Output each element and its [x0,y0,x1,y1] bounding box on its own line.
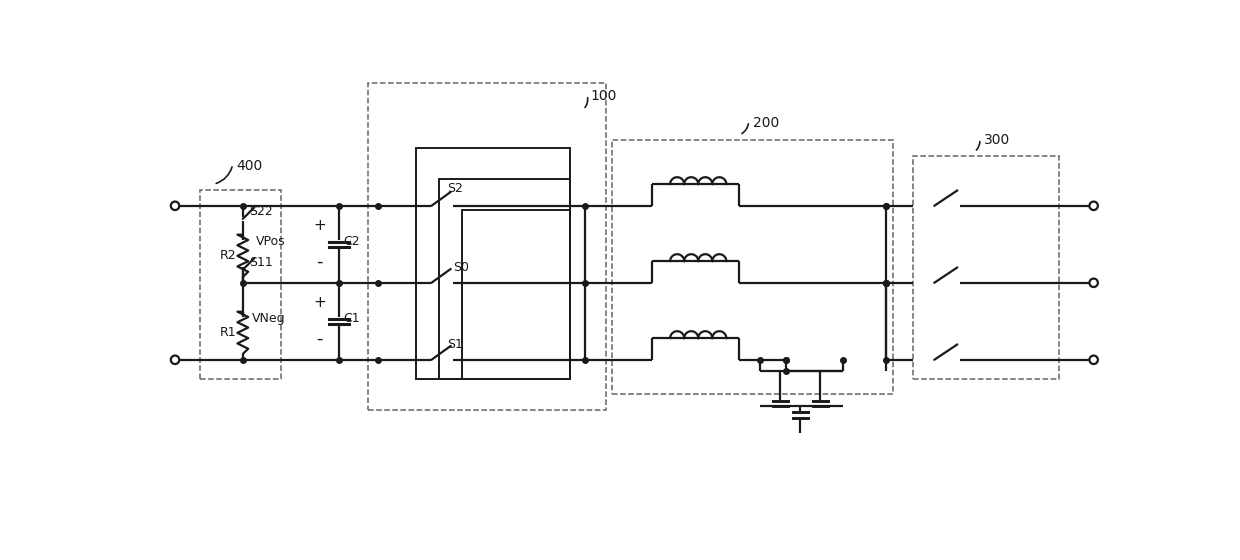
Text: S11: S11 [249,256,273,269]
Bar [439,179,570,379]
Bar [913,156,1059,379]
Text: 300: 300 [983,133,1009,147]
Text: 200: 200 [753,116,779,130]
Bar [367,82,606,410]
Bar [417,148,570,379]
Text: S2: S2 [446,183,463,195]
Text: S22: S22 [249,206,273,218]
Text: C1: C1 [343,312,361,325]
Text: 400: 400 [237,158,263,172]
Text: -: - [316,252,324,270]
Text: 100: 100 [590,90,618,104]
Bar [201,190,281,379]
Text: R1: R1 [219,326,237,339]
Bar [463,209,570,379]
Text: -: - [316,329,324,347]
Text: S0: S0 [453,261,469,274]
Text: S1: S1 [446,338,463,351]
Text: +: + [314,217,326,232]
Text: VNeg: VNeg [252,312,285,325]
Text: VPos: VPos [255,235,285,248]
Text: R2: R2 [219,249,237,262]
Text: C2: C2 [343,235,361,248]
Bar [613,141,894,394]
Text: +: + [314,295,326,310]
